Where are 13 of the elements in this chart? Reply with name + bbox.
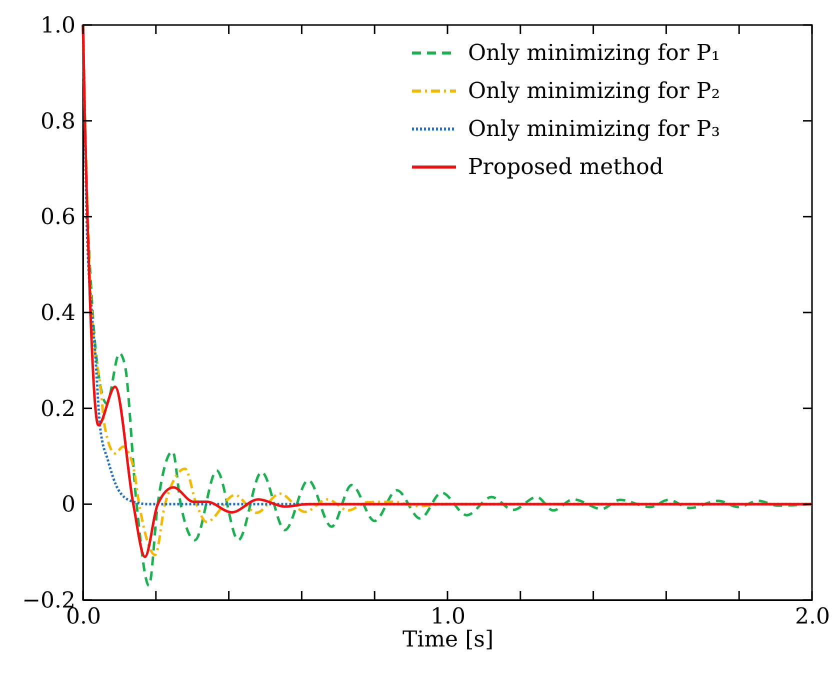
- y-tick-label: 1.0: [40, 14, 76, 38]
- legend-label: Proposed method: [468, 155, 664, 180]
- y-tick-label: 0.8: [40, 109, 76, 134]
- legend-label: Only minimizing for P₃: [468, 117, 720, 142]
- y-tick-label: 0.2: [40, 396, 76, 422]
- legend-label: Only minimizing for P₂: [468, 79, 720, 104]
- y-tick-label: 0.4: [40, 301, 76, 326]
- x-tick-label: 1.0: [430, 604, 466, 630]
- x-axis-title: Time [s]: [402, 628, 494, 652]
- y-tick-label: 0.6: [40, 205, 76, 230]
- x-tick-label: 2.0: [795, 604, 830, 630]
- legend-label: Only minimizing for P₁: [468, 41, 720, 66]
- y-tick-label: 0: [62, 492, 76, 518]
